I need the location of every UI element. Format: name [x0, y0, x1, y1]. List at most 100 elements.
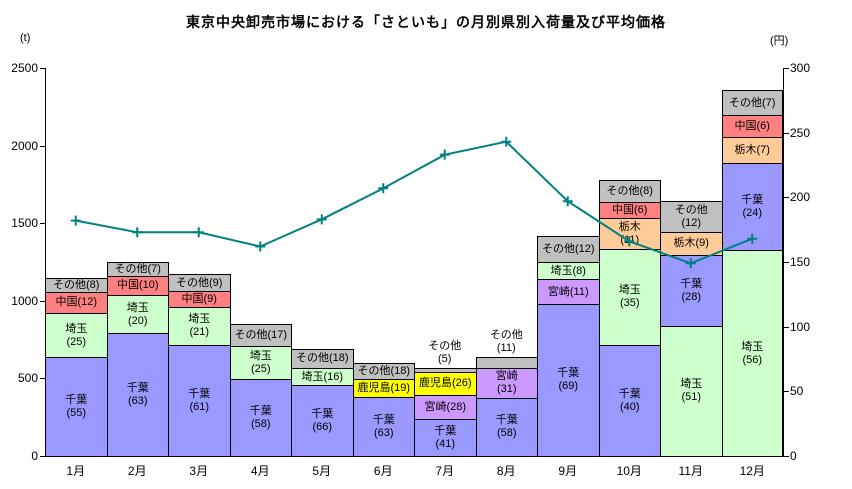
price-marker: [132, 227, 143, 238]
segment-label: (61): [189, 400, 210, 414]
segment-label: 千葉: [680, 277, 703, 291]
left-axis-tick-label: 1500: [11, 216, 38, 231]
segment-label: 埼玉(16): [301, 370, 344, 384]
segment-label: 埼玉: [680, 378, 703, 392]
segment-label: (69): [558, 380, 579, 394]
price-marker: [378, 183, 389, 194]
stacked-bar-12月: その他(7) 中国(6) 栃木(7) 千葉 (24) 埼玉 (56): [721, 89, 783, 456]
bar-segment-千葉: 千葉 (63): [107, 334, 168, 456]
right-axis-tick-label: 100: [790, 319, 811, 334]
segment-label: (35): [619, 297, 640, 311]
price-marker: [685, 258, 696, 269]
segment-label-outside-pct: (5): [438, 352, 452, 365]
x-axis-label-9月: 9月: [558, 464, 578, 478]
right-axis-tick: [784, 68, 789, 69]
price-marker: [255, 241, 266, 252]
right-axis-tick-label: 300: [790, 61, 811, 75]
segment-label: 鹿児島(19): [357, 382, 411, 396]
stacked-bar-3月: その他(9) 中国(9) 埼玉 (21) 千葉 (61): [168, 274, 231, 456]
right-axis-tick: [784, 132, 789, 134]
segment-label: その他(8): [606, 184, 653, 198]
segment-label: 埼玉: [249, 350, 272, 364]
chart-title: 東京中央卸売市場における「さといも」の月別県別入荷量及び平均価格: [186, 14, 666, 30]
bar-segment-栃木: 栃木(7): [722, 138, 782, 164]
segment-label: (24): [742, 207, 763, 221]
bar-segment-埼玉: 埼玉 (21): [169, 307, 230, 346]
bar-segment-中国: 中国(9): [169, 291, 230, 308]
x-axis-label-10月: 10月: [616, 464, 642, 478]
segment-label: (25): [66, 335, 87, 349]
bar-segment-その他: その他(18): [353, 363, 414, 381]
segment-label: (40): [619, 400, 640, 414]
segment-label: 中国(6): [734, 120, 770, 134]
x-axis-label-2月: 2月: [127, 464, 147, 478]
left-axis-tick: [40, 378, 45, 380]
bar-segment-宮崎: 宮崎 (31): [476, 368, 537, 399]
bar-segment-中国: 中国(6): [599, 202, 660, 220]
segment-label-outside-name: その他: [489, 328, 523, 341]
left-axis-tick-label: 2500: [11, 61, 38, 75]
right-axis-tick-label: 200: [790, 190, 811, 205]
left-axis-tick-label: 2000: [11, 138, 38, 153]
x-axis-label-7月: 7月: [435, 464, 455, 478]
price-marker: [70, 215, 81, 226]
bar-segment-埼玉: 埼玉 (25): [46, 314, 107, 359]
segment-label: 宮崎(28): [424, 400, 467, 414]
segment-label: (63): [373, 426, 394, 440]
left-axis-tick-label: 500: [17, 371, 38, 386]
bar-segment-千葉: 千葉 (63): [353, 397, 414, 456]
segment-label: 千葉: [65, 394, 88, 408]
left-axis-tick-label: 1000: [11, 293, 38, 308]
y-axis-left: [45, 68, 46, 456]
segment-label: 栃木: [618, 220, 641, 234]
segment-label-outside-pct: (11): [496, 341, 516, 354]
bar-segment-その他: その他(12): [538, 236, 599, 263]
segment-label: (25): [250, 363, 271, 377]
left-axis-tick: [40, 300, 45, 302]
bar-segment-その他: その他(8): [46, 278, 107, 293]
segment-label-outside: その他 (11): [476, 329, 538, 355]
bar-segment-中国: 中国(10): [107, 276, 168, 296]
segment-label-outside: その他 (5): [414, 340, 476, 366]
bar-segment-千葉: 千葉 (61): [169, 345, 230, 456]
price-marker: [501, 136, 512, 147]
price-marker: [747, 233, 758, 244]
segment-label: 中国(6): [612, 204, 648, 218]
bar-segment-鹿児島: 鹿児島(19): [353, 380, 414, 398]
price-line: [75, 140, 753, 265]
stacked-bar-4月: その他(17) 埼玉 (25) 千葉 (58): [229, 324, 292, 456]
stacked-bar-9月: その他(12) 埼玉(8) 宮崎(11) 千葉 (69): [537, 235, 600, 456]
segment-label: その他(12): [541, 242, 595, 256]
segment-label: 千葉: [126, 382, 149, 396]
bar-segment-千葉: 千葉 (28): [661, 255, 722, 327]
segment-label: (66): [312, 420, 333, 434]
x-axis-label-5月: 5月: [312, 464, 332, 478]
segment-label: 千葉: [372, 413, 395, 427]
segment-label: 中国(12): [55, 296, 98, 310]
segment-label: 千葉: [249, 405, 272, 419]
plot-area: その他(8) 中国(12) 埼玉 (25) 千葉 (55) その他(7) 中国(10) 埼玉 (2…: [45, 68, 783, 456]
price-marker: [562, 196, 573, 207]
bar-segment-中国: 中国(12): [46, 292, 107, 314]
segment-label: 栃木(9): [673, 237, 709, 251]
segment-label: (56): [742, 353, 763, 367]
bar-segment-その他: その他(7): [107, 262, 168, 277]
stacked-bar-1月: その他(8) 中国(12) 埼玉 (25) 千葉 (55): [45, 277, 108, 456]
stacked-bar-2月: その他(7) 中国(10) 埼玉 (20) 千葉 (63): [106, 262, 169, 456]
right-axis-tick-label: 50: [790, 384, 804, 399]
price-marker: [624, 236, 635, 247]
segment-label: 埼玉: [65, 322, 88, 336]
bar-segment-千葉: 千葉 (69): [538, 304, 599, 456]
segment-label: 千葉: [741, 194, 764, 208]
segment-label: 宮崎: [495, 370, 518, 384]
segment-label: 鹿児島(26): [418, 377, 472, 391]
right-axis-tick: [784, 391, 789, 393]
segment-label: その他(18): [357, 365, 411, 379]
segment-label: (20): [127, 314, 148, 328]
right-axis-unit-label: (円): [770, 35, 789, 47]
bar-segment-埼玉: 埼玉 (25): [230, 347, 291, 381]
left-axis-tick: [40, 145, 45, 147]
segment-label: 中国(9): [181, 292, 217, 306]
right-axis-tick: [784, 197, 789, 199]
right-axis-tick-label: 250: [790, 125, 811, 140]
